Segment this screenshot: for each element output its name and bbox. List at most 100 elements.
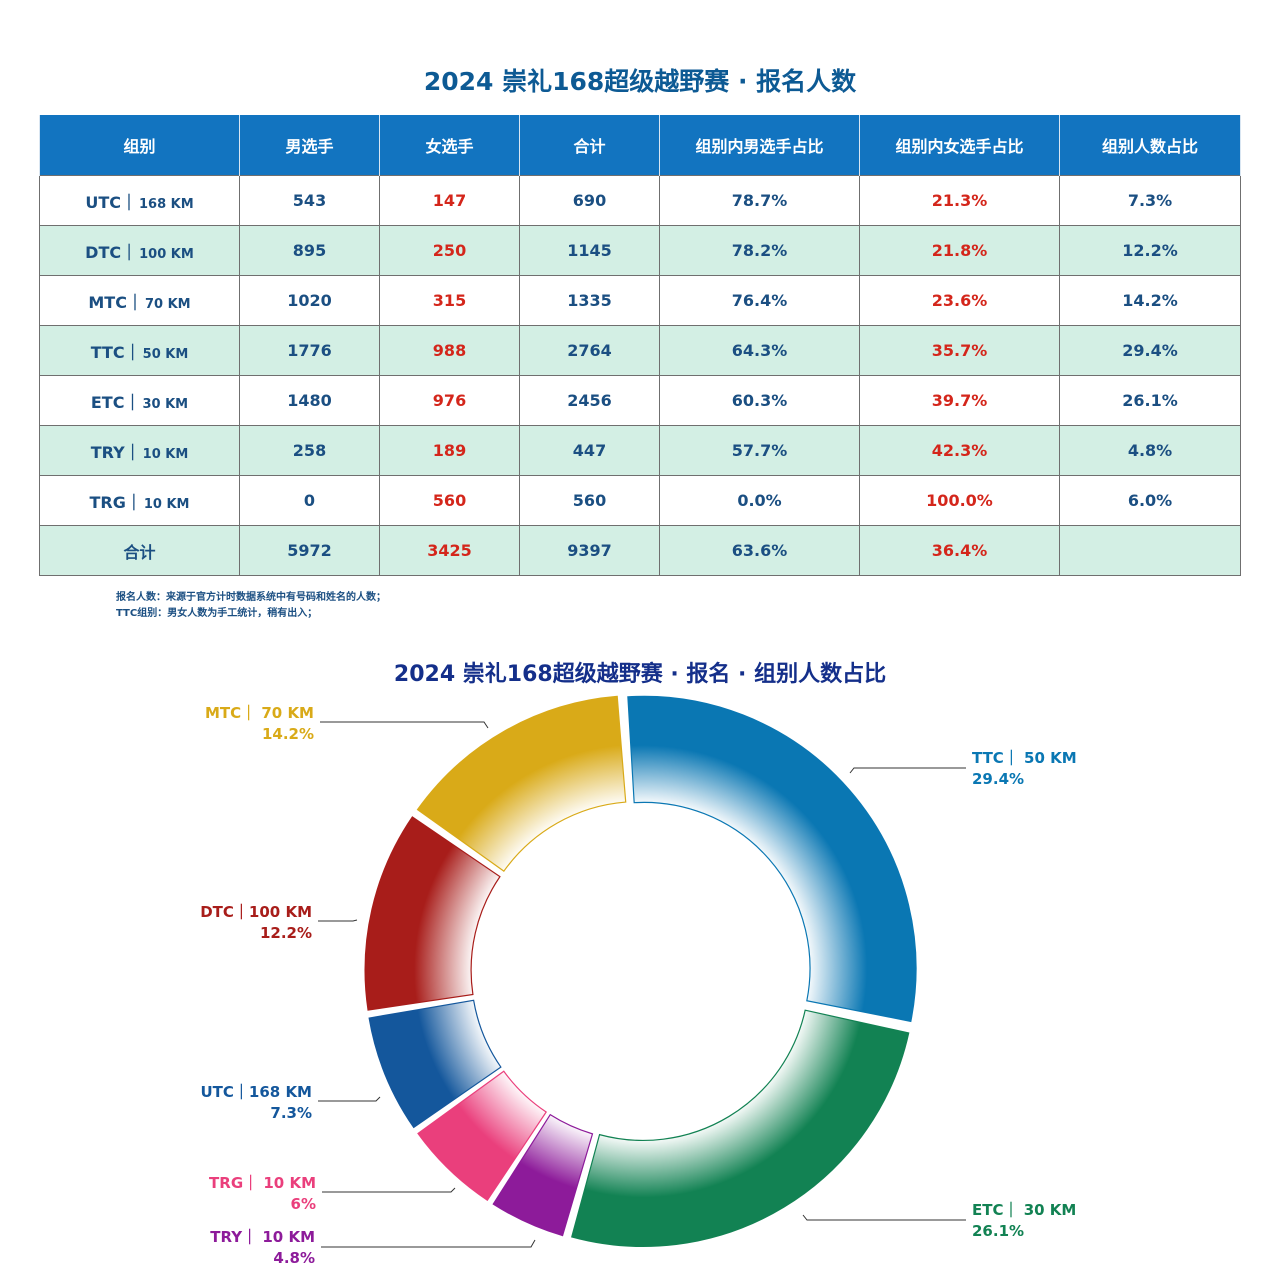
female-count: 250 (379, 225, 520, 276)
male-pct: 0.0% (659, 475, 860, 526)
donut-slice (492, 1113, 594, 1237)
slice-label: MTC｜ 70 KM 14.2% (205, 703, 314, 745)
female-pct: 100.0% (859, 475, 1060, 526)
female-count: 560 (379, 475, 520, 526)
group-distance: 30 KM (142, 396, 189, 412)
slice-label: DTC｜100 KM 12.2% (200, 902, 312, 944)
group-distance: 100 KM (139, 246, 194, 262)
group-code: MTC｜ (88, 292, 143, 312)
slice-label-name: MTC｜ 70 KM (204, 704, 314, 722)
group-share (1059, 525, 1241, 576)
slice-label-pct: 6% (290, 1195, 316, 1213)
table-header-row: 组别 男选手 女选手 合计 组别内男选手占比 组别内女选手占比 组别人数占比 (39, 115, 1241, 176)
table-row: MTC｜ 70 KM 1020 315 1335 76.4% 23.6% 14.2… (39, 275, 1241, 326)
table-row: TRG｜ 10 KM 0 560 560 0.0% 100.0% 6.0% (39, 475, 1241, 526)
total-count: 2456 (519, 375, 660, 426)
donut-slice (364, 816, 501, 1011)
male-count: 1480 (239, 375, 380, 426)
footnotes: 报名人数：来源于官方计时数据系统中有号码和姓名的人数； TTC组别：男女人数为手… (116, 590, 386, 622)
header-male-pct: 组别内男选手占比 (659, 115, 860, 176)
male-pct: 63.6% (659, 525, 860, 576)
group-distance: 10 KM (143, 496, 190, 512)
leader-line (321, 1239, 536, 1248)
group-cell: TRY｜ 10 KM (39, 425, 240, 476)
table-row: UTC｜ 168 KM 543 147 690 78.7% 21.3% 7.3% (39, 175, 1241, 226)
slice-label-pct: 14.2% (261, 725, 314, 743)
male-count: 1776 (239, 325, 380, 376)
female-pct: 23.6% (859, 275, 1060, 326)
slice-label-pct: 4.8% (273, 1249, 315, 1267)
header-female-pct: 组别内女选手占比 (859, 115, 1060, 176)
female-count: 3425 (379, 525, 520, 576)
female-pct: 42.3% (859, 425, 1060, 476)
group-share: 7.3% (1059, 175, 1241, 226)
registration-table: 组别 男选手 女选手 合计 组别内男选手占比 组别内女选手占比 组别人数占比 U… (39, 115, 1241, 576)
group-share: 26.1% (1059, 375, 1241, 426)
group-share: 12.2% (1059, 225, 1241, 276)
slice-label-name: TRG｜ 10 KM (209, 1174, 316, 1192)
slice-label-name: UTC｜168 KM (200, 1083, 312, 1101)
donut-chart (318, 695, 966, 1248)
donut-slice (416, 695, 627, 873)
male-pct: 57.7% (659, 425, 860, 476)
female-count: 147 (379, 175, 520, 226)
group-code: DTC｜ (85, 242, 138, 262)
total-count: 690 (519, 175, 660, 226)
group-share: 4.8% (1059, 425, 1241, 476)
group-code: TRG｜ (89, 492, 142, 512)
male-count: 543 (239, 175, 380, 226)
slice-label-name: DTC｜100 KM (200, 903, 312, 921)
chart-title: 2024 崇礼168超级越野赛 · 报名 · 组别人数占比 (393, 662, 887, 687)
group-distance: 10 KM (142, 446, 189, 462)
donut-slice (627, 695, 917, 1023)
group-cell: UTC｜ 168 KM (39, 175, 240, 226)
group-cell: TTC｜ 50 KM (39, 325, 240, 376)
donut-slice (571, 1009, 910, 1247)
leader-line (320, 721, 489, 729)
male-pct: 76.4% (659, 275, 860, 326)
group-code: UTC｜ (85, 192, 137, 212)
leader-line (318, 919, 358, 922)
total-label: 合计 (39, 525, 240, 576)
female-pct: 21.8% (859, 225, 1060, 276)
total-count: 2764 (519, 325, 660, 376)
leader-line (802, 1214, 966, 1221)
slice-label-pct: 26.1% (972, 1222, 1025, 1240)
table-row: ETC｜ 30 KM 1480 976 2456 60.3% 39.7% 26.1… (39, 375, 1241, 426)
table-row: DTC｜ 100 KM 895 250 1145 78.2% 21.8% 12.2… (39, 225, 1241, 276)
slice-label-name: TRY｜ 10 KM (210, 1228, 315, 1246)
header-female: 女选手 (379, 115, 520, 176)
slice-label: TTC｜ 50 KM 29.4% (972, 748, 1077, 790)
footnote: TTC组别：男女人数为手工统计，稍有出入； (116, 608, 318, 619)
group-share: 29.4% (1059, 325, 1241, 376)
group-distance: 50 KM (142, 346, 189, 362)
female-pct: 36.4% (859, 525, 1060, 576)
total-count: 9397 (519, 525, 660, 576)
header-share: 组别人数占比 (1059, 115, 1241, 176)
group-code: ETC｜ (90, 392, 141, 412)
slice-label-pct: 12.2% (259, 924, 312, 942)
slice-label-pct: 29.4% (972, 770, 1025, 788)
header-group: 组别 (39, 115, 240, 176)
male-count: 258 (239, 425, 380, 476)
group-cell: DTC｜ 100 KM (39, 225, 240, 276)
slice-label: UTC｜168 KM 7.3% (200, 1082, 312, 1124)
leader-line (318, 1096, 381, 1102)
group-cell: TRG｜ 10 KM (39, 475, 240, 526)
leader-line (322, 1187, 456, 1193)
male-pct: 78.7% (659, 175, 860, 226)
group-code: TRY｜ (90, 442, 141, 462)
male-count: 0 (239, 475, 380, 526)
male-pct: 78.2% (659, 225, 860, 276)
slice-label-pct: 7.3% (270, 1104, 312, 1122)
male-pct: 64.3% (659, 325, 860, 376)
total-count: 560 (519, 475, 660, 526)
group-code: TTC｜ (90, 342, 141, 362)
female-count: 315 (379, 275, 520, 326)
table-row: TTC｜ 50 KM 1776 988 2764 64.3% 35.7% 29.4… (39, 325, 1241, 376)
female-count: 976 (379, 375, 520, 426)
total-count: 1145 (519, 225, 660, 276)
female-pct: 35.7% (859, 325, 1060, 376)
group-cell: ETC｜ 30 KM (39, 375, 240, 426)
group-distance: 70 KM (144, 296, 191, 312)
